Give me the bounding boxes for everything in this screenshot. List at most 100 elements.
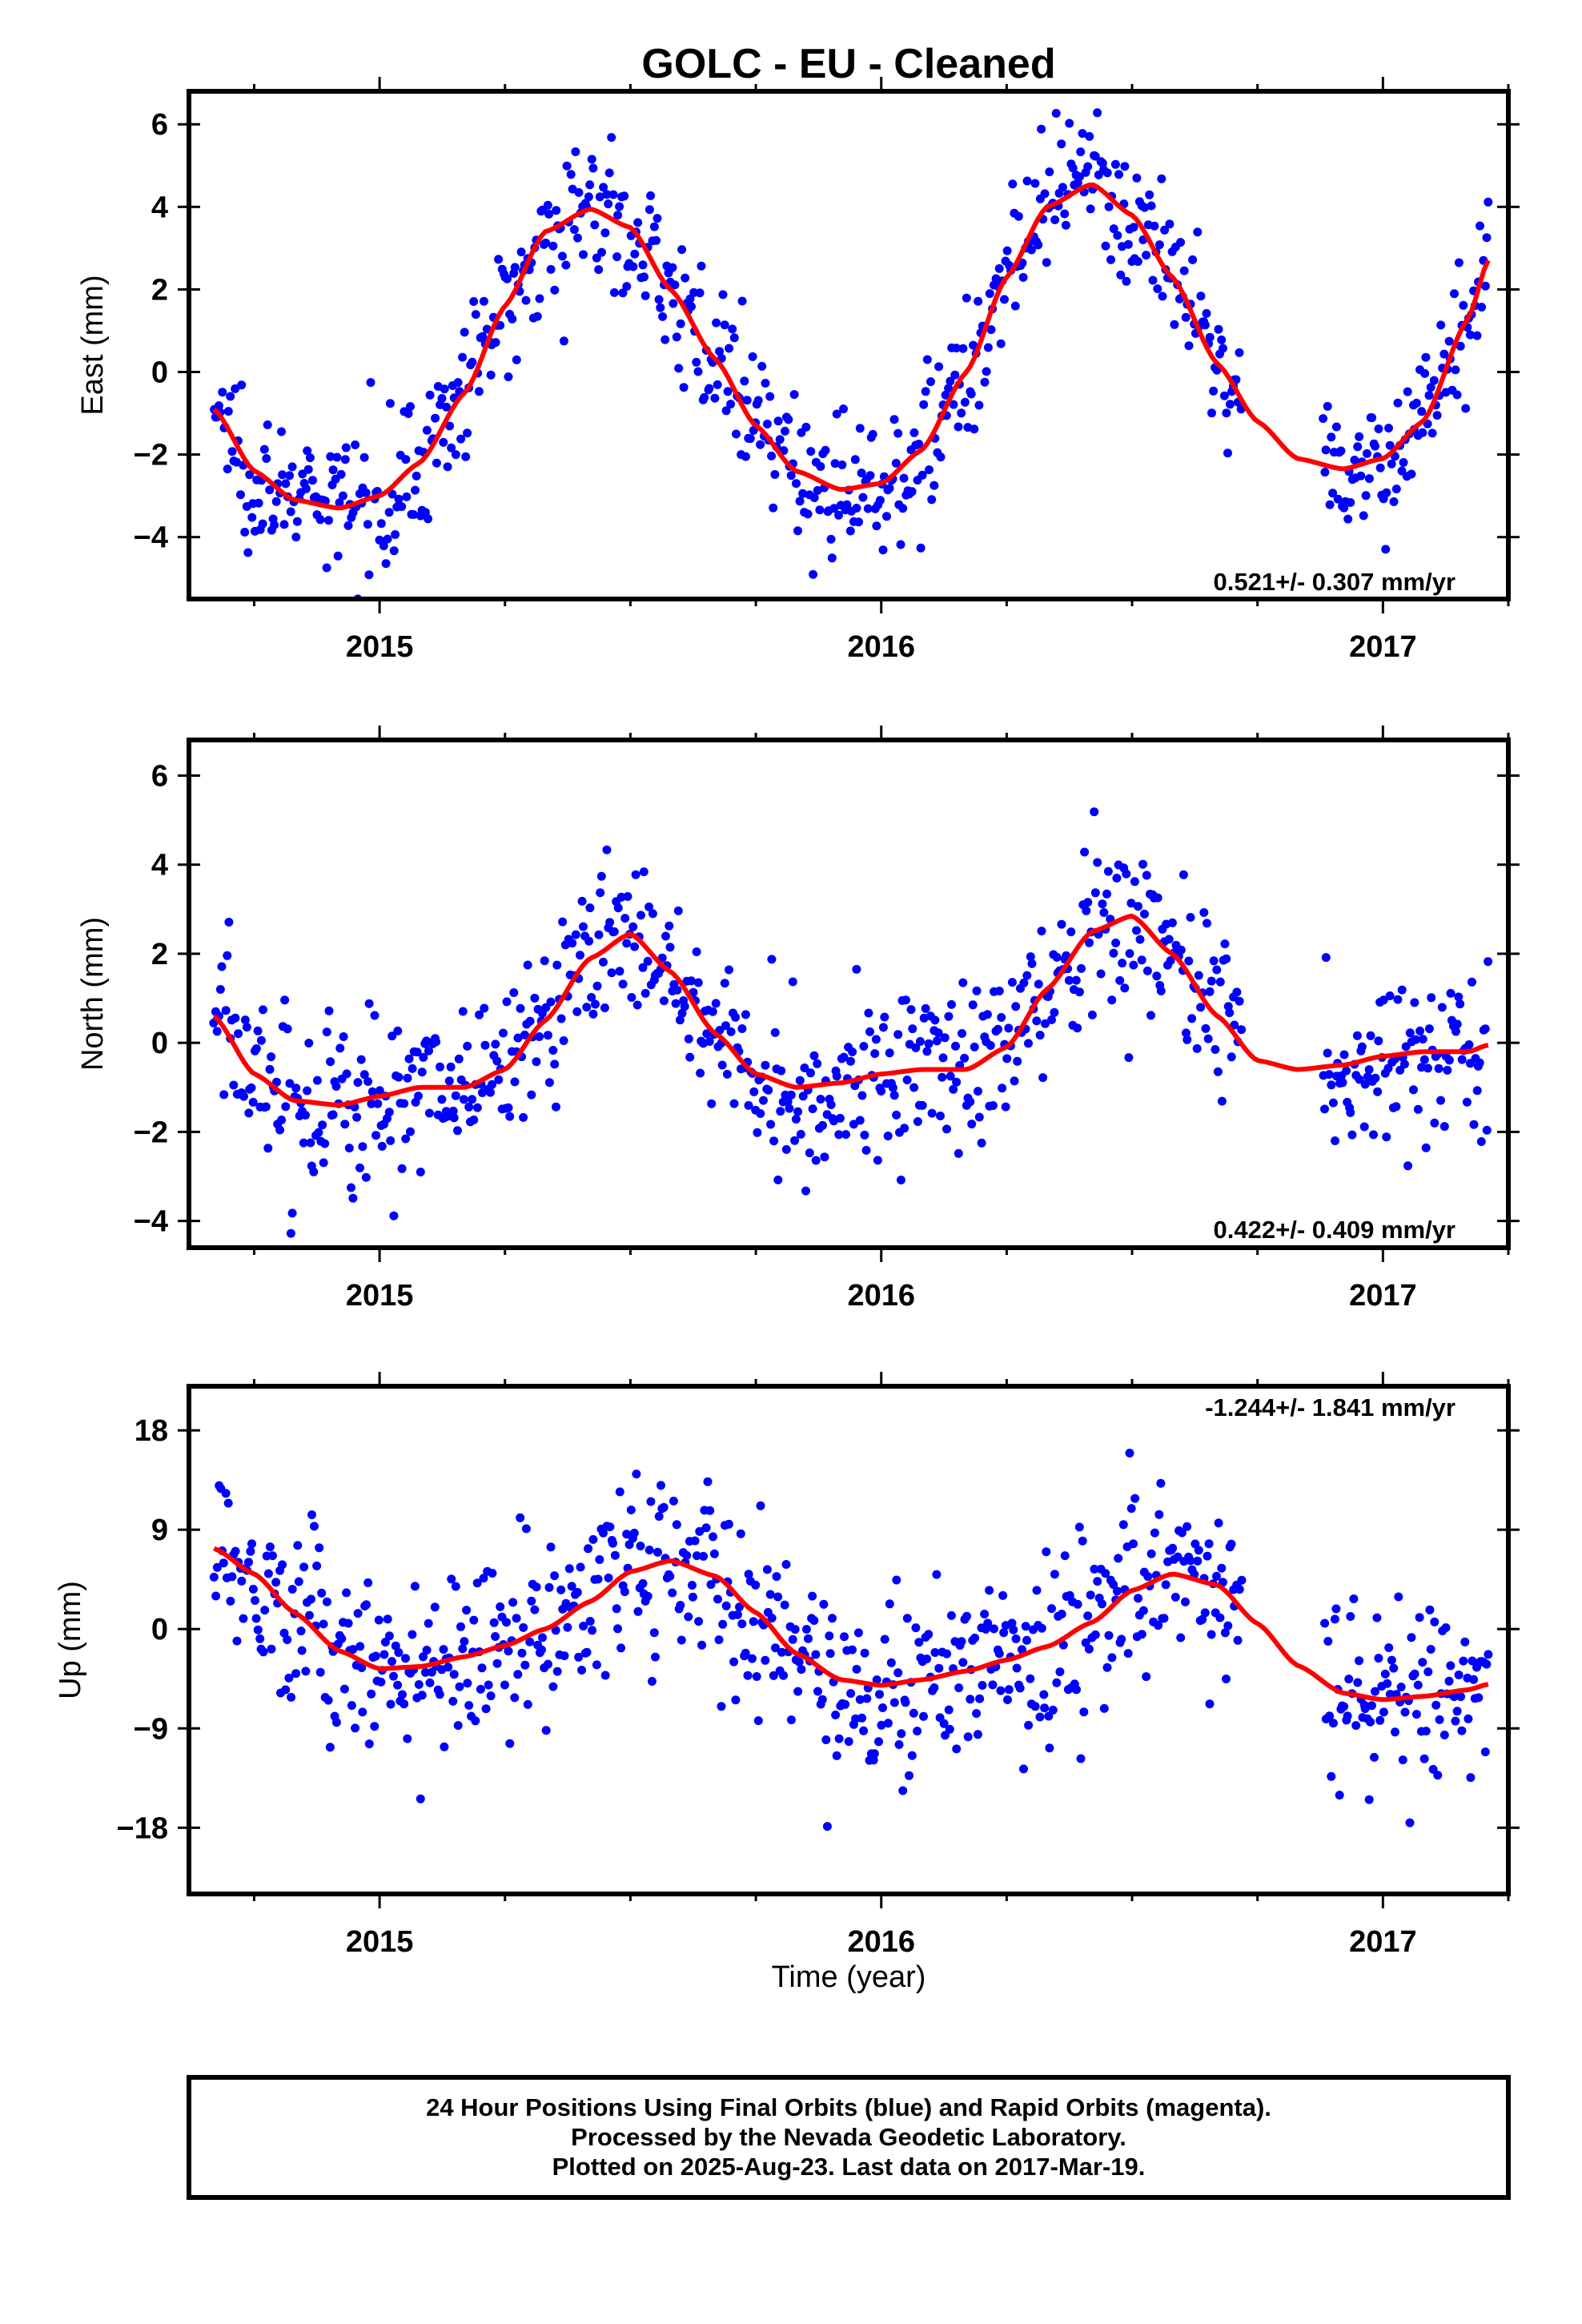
north-data-point bbox=[1176, 945, 1186, 955]
north-y-tick-label: −4 bbox=[134, 1205, 168, 1239]
north-data-point bbox=[852, 964, 861, 974]
north-data-point bbox=[459, 1095, 468, 1104]
east-y-tick-label: −4 bbox=[134, 521, 168, 555]
up-data-point bbox=[1161, 1580, 1170, 1590]
up-fit-line bbox=[213, 1546, 1489, 1703]
east-data-point bbox=[259, 444, 269, 454]
up-data-point bbox=[1040, 1703, 1050, 1713]
up-data-point bbox=[1072, 1685, 1081, 1695]
up-data-point bbox=[519, 1622, 528, 1632]
east-data-point bbox=[1359, 511, 1368, 521]
north-data-point bbox=[708, 1007, 717, 1016]
north-data-point bbox=[1027, 959, 1037, 968]
east-data-point bbox=[559, 336, 568, 346]
east-data-point bbox=[1050, 215, 1060, 224]
north-data-point bbox=[628, 922, 638, 931]
east-data-point bbox=[1350, 456, 1359, 464]
east-data-point bbox=[612, 252, 622, 262]
north-data-point bbox=[1192, 1043, 1202, 1053]
east-data-point bbox=[781, 426, 789, 436]
north-data-point bbox=[1484, 957, 1493, 967]
north-data-point bbox=[638, 963, 648, 972]
up-data-point bbox=[284, 1673, 294, 1683]
north-data-point bbox=[659, 996, 669, 1006]
up-data-point bbox=[1107, 1653, 1117, 1663]
up-data-point bbox=[1129, 1539, 1138, 1549]
north-frame bbox=[187, 738, 1511, 1250]
east-data-point bbox=[809, 493, 819, 502]
up-data-point bbox=[659, 1502, 669, 1512]
east-data-point bbox=[936, 452, 946, 462]
north-data-point bbox=[416, 1168, 425, 1176]
north-data-point bbox=[1203, 1034, 1213, 1043]
north-data-point bbox=[627, 993, 636, 1002]
north-data-point bbox=[1423, 1063, 1432, 1073]
east-data-point bbox=[607, 133, 616, 143]
north-data-point bbox=[417, 1068, 427, 1077]
north-data-point bbox=[280, 995, 290, 1005]
up-data-point bbox=[525, 1637, 535, 1647]
east-data-point bbox=[1418, 428, 1427, 437]
east-data-point bbox=[1426, 383, 1435, 392]
east-data-point bbox=[1375, 463, 1385, 472]
north-data-point bbox=[585, 903, 595, 913]
up-data-point bbox=[211, 1591, 221, 1601]
north-data-point bbox=[480, 1040, 490, 1050]
up-data-point bbox=[1015, 1683, 1025, 1693]
east-data-point bbox=[649, 222, 659, 231]
up-data-point bbox=[370, 1722, 379, 1731]
up-data-point bbox=[1396, 1683, 1406, 1692]
north-data-point bbox=[347, 1183, 355, 1192]
north-data-point bbox=[1331, 1136, 1339, 1145]
east-data-point bbox=[432, 458, 441, 468]
up-data-point bbox=[651, 1652, 660, 1662]
east-data-point bbox=[1439, 349, 1449, 359]
north-data-point bbox=[618, 979, 628, 989]
north-data-point bbox=[692, 947, 701, 956]
east-data-point bbox=[588, 163, 598, 173]
up-data-point bbox=[682, 1550, 692, 1560]
up-data-point bbox=[840, 1632, 849, 1642]
east-data-point bbox=[872, 521, 881, 531]
up-data-point bbox=[1418, 1658, 1427, 1667]
north-data-point bbox=[878, 1023, 888, 1032]
up-data-point bbox=[310, 1522, 319, 1531]
up-data-point bbox=[1099, 1703, 1109, 1713]
north-data-point bbox=[1456, 999, 1465, 1009]
up-data-point bbox=[479, 1574, 488, 1583]
north-data-point bbox=[1215, 977, 1225, 987]
east-data-point bbox=[303, 446, 312, 456]
east-data-point bbox=[896, 540, 905, 549]
north-data-point bbox=[464, 1102, 474, 1112]
north-data-point bbox=[673, 985, 682, 995]
east-data-point bbox=[1331, 422, 1341, 432]
east-data-point bbox=[705, 384, 714, 393]
east-data-point bbox=[1371, 441, 1379, 451]
up-data-point bbox=[430, 1602, 440, 1612]
up-data-point bbox=[1459, 1656, 1468, 1666]
up-data-point bbox=[852, 1664, 861, 1674]
east-data-point bbox=[845, 526, 855, 536]
east-data-point bbox=[594, 265, 604, 275]
east-data-point bbox=[628, 262, 638, 271]
north-data-point bbox=[231, 1013, 240, 1023]
up-data-point bbox=[1394, 1592, 1403, 1602]
east-data-point bbox=[633, 218, 643, 227]
up-data-point bbox=[898, 1786, 908, 1795]
up-data-point bbox=[862, 1694, 872, 1703]
north-data-point bbox=[373, 1099, 383, 1108]
east-data-point bbox=[1051, 109, 1061, 118]
east-data-point bbox=[889, 415, 899, 424]
east-data-point bbox=[544, 209, 554, 219]
east-data-point bbox=[1018, 272, 1028, 282]
north-data-point bbox=[576, 951, 584, 960]
north-data-point bbox=[1205, 987, 1215, 996]
north-data-point bbox=[319, 1158, 328, 1168]
north-data-point bbox=[759, 1096, 768, 1105]
up-data-point bbox=[462, 1606, 472, 1615]
footer-line-3: Plotted on 2025-Aug-23. Last data on 201… bbox=[552, 2153, 1146, 2181]
up-data-point bbox=[769, 1671, 778, 1680]
north-data-point bbox=[818, 1120, 827, 1130]
east-data-point bbox=[1319, 414, 1328, 424]
